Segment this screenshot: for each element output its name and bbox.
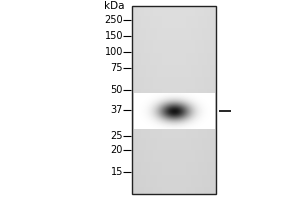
Text: 20: 20 [111,145,123,155]
Bar [132,6,216,194]
Text: 150: 150 [104,31,123,41]
Text: 100: 100 [105,47,123,57]
Text: 37: 37 [111,105,123,115]
Text: 50: 50 [111,85,123,95]
Text: 15: 15 [111,167,123,177]
Text: 250: 250 [104,15,123,25]
Text: 75: 75 [110,63,123,73]
Text: 25: 25 [110,131,123,141]
Text: kDa: kDa [104,1,124,11]
